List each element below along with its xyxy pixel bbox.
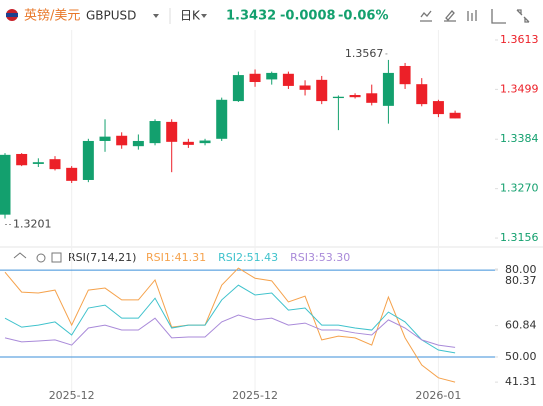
indicator-icon[interactable]	[420, 10, 432, 22]
candle-body	[0, 154, 11, 215]
candle-body	[332, 96, 344, 99]
flag-stripe	[6, 13, 18, 17]
price: 1.3432	[226, 9, 276, 24]
rsi-line	[4, 284, 456, 354]
y-tick-label: 60.84	[505, 319, 537, 332]
candle-body	[99, 136, 111, 141]
rsi-title: RSI(7,14,21)	[68, 251, 136, 264]
candle-body	[299, 85, 311, 90]
candle-body	[249, 73, 261, 83]
change: -0.0008	[280, 9, 336, 24]
axis-icon[interactable]	[491, 9, 506, 24]
header: 英镑/美元 GBPUSD 日K 1.3432 -0.0008 -0.06%	[6, 8, 530, 24]
candle-body	[66, 167, 78, 181]
y-tick-label: 1.3270	[500, 182, 539, 195]
x-tick-label: 2025-12	[232, 389, 278, 402]
rsi-line	[4, 267, 456, 383]
symbol[interactable]: GBPUSD	[86, 9, 136, 23]
candle-body	[199, 140, 211, 144]
candle-body	[366, 93, 378, 103]
rsi-line	[4, 314, 456, 348]
candle-body	[282, 73, 294, 86]
legend-entry: RSI1:41.31	[146, 251, 206, 264]
candle-body	[432, 101, 444, 115]
candle-body	[216, 99, 228, 139]
dropdown-arrow[interactable]	[153, 14, 159, 18]
y-tick-label: 80.37	[505, 274, 537, 287]
candle-body	[16, 153, 28, 166]
pair-name[interactable]: 英镑/美元	[24, 8, 80, 24]
period[interactable]: 日K	[180, 9, 201, 23]
y-tick-label: 1.3384	[500, 132, 539, 145]
param-icon[interactable]	[51, 252, 62, 263]
candle-body	[166, 121, 178, 142]
candle-body	[316, 79, 328, 102]
fullscreen-icon[interactable]	[516, 9, 530, 23]
y-tick-label: 41.31	[505, 375, 537, 388]
y-tick-label: 80.00	[505, 263, 537, 276]
candle-body	[132, 140, 144, 147]
min-annotation: 1.3201	[13, 218, 52, 231]
candle-body	[449, 112, 461, 119]
collapse-icon[interactable]	[13, 252, 27, 259]
candle-body	[116, 135, 128, 146]
rsi-header: RSI(7,14,21)	[13, 251, 136, 264]
candle-body	[416, 84, 428, 105]
max-annotation: 1.3567	[345, 47, 384, 60]
candle-body	[82, 140, 94, 180]
legend-entry: RSI3:53.30	[290, 251, 350, 264]
candle-body	[349, 95, 361, 98]
type-icon[interactable]	[467, 10, 477, 21]
dropdown-arrow[interactable]	[201, 14, 207, 18]
legend-entry: RSI2:51.43	[218, 251, 278, 264]
x-tick-label: 2026-01	[415, 389, 461, 402]
candle-body	[149, 121, 161, 144]
draw-icon[interactable]	[444, 10, 456, 22]
y-tick-label: 50.00	[505, 350, 537, 363]
settings-icon[interactable]	[36, 253, 46, 263]
candle-body	[399, 65, 411, 85]
change-pct: -0.06%	[338, 9, 389, 24]
x-tick-label: 2025-12	[49, 389, 95, 402]
candle-body	[32, 162, 44, 164]
candle-body	[49, 159, 61, 170]
candle-body	[232, 75, 244, 102]
y-tick-label: 1.3499	[500, 82, 539, 95]
y-tick-label: 1.3156	[500, 231, 539, 244]
candle-body	[182, 141, 194, 145]
y-tick-label: 1.3613	[500, 33, 539, 46]
candle-body	[266, 72, 278, 80]
candle-body	[382, 72, 394, 106]
